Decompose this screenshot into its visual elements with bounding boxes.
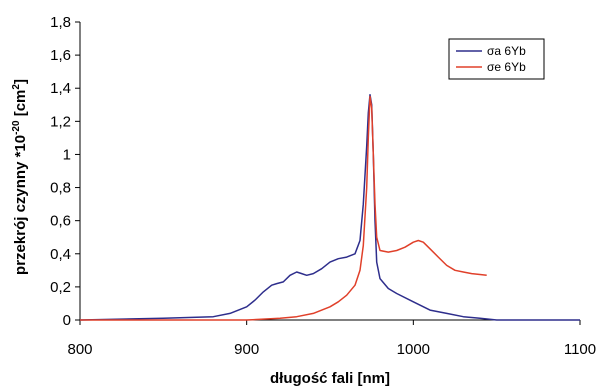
y-tick-label: 0 xyxy=(63,312,71,329)
y-axis-title-unit: [cm xyxy=(12,90,29,121)
y-tick-label: 1,6 xyxy=(50,47,71,64)
x-tick-label: 800 xyxy=(67,341,92,358)
series-lines xyxy=(79,94,580,321)
y-tick-label: 1 xyxy=(63,146,71,163)
y-tick-label: 0,2 xyxy=(50,279,71,296)
y-axis-title-prefix: przekrój czynny *10 xyxy=(12,135,29,275)
y-tick-label: 0,8 xyxy=(50,180,71,197)
tick-labels: 0 0,2 0,4 0,6 0,8 1 1,2 1,4 1,6 1,8 800 900 1000 1100 xyxy=(50,14,596,358)
x-tick-label: 1100 xyxy=(564,341,596,358)
legend-box xyxy=(448,38,545,80)
x-axis-title: długość fali [nm] xyxy=(270,370,390,387)
y-tick-label: 1,8 xyxy=(50,14,71,31)
y-tick-label: 1,4 xyxy=(50,80,71,97)
y-tick-label: 0,6 xyxy=(50,213,71,230)
x-tick-label: 1000 xyxy=(397,341,430,358)
series-line-sigma-a xyxy=(79,94,580,321)
legend-label-sigma-a: σa 6Yb xyxy=(487,44,526,58)
legend-label-sigma-e: σe 6Yb xyxy=(487,60,526,74)
legend: σa 6Yb σe 6Yb xyxy=(448,38,545,80)
series-line-sigma-e xyxy=(80,95,487,321)
x-tick-label: 900 xyxy=(234,341,259,358)
y-axis-title-unit-exponent: 2 xyxy=(11,84,22,90)
y-tick-label: 0,4 xyxy=(50,246,71,263)
y-axis-title-exponent: -20 xyxy=(11,120,22,135)
y-axis-title-suffix: ] xyxy=(12,79,29,84)
y-axis-title: przekrój czynny *10-20 [cm2] xyxy=(11,79,29,275)
y-tick-label: 1,2 xyxy=(50,113,71,130)
